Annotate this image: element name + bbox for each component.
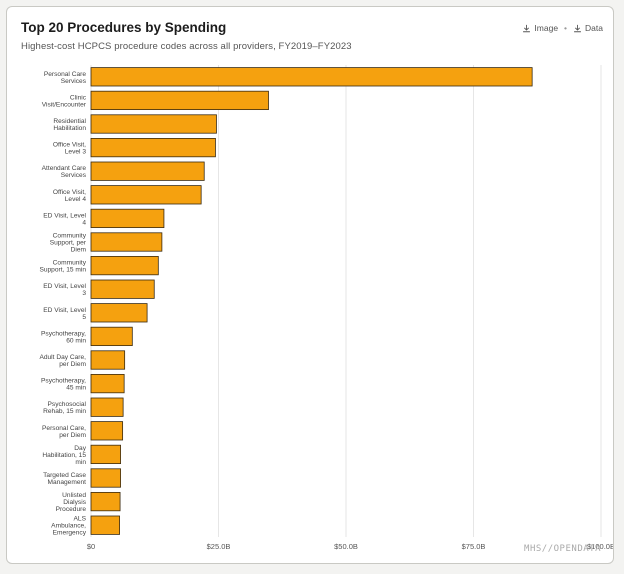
bar <box>90 90 269 111</box>
x-tick-label: $50.0B <box>334 542 358 551</box>
x-tick-label: $0 <box>87 542 95 551</box>
category-label: Office Visit, <box>53 189 86 196</box>
category-label: Clinic <box>70 94 87 101</box>
category-label: Level 4 <box>65 196 87 203</box>
brand-watermark: MHS//OPENDATA <box>524 544 601 554</box>
bar <box>90 326 133 347</box>
x-tick-label: $100.0B <box>587 542 613 551</box>
bar <box>90 232 163 252</box>
bar <box>90 397 124 417</box>
category-label: Ambulance, <box>51 523 86 530</box>
category-label: ALS <box>74 516 87 523</box>
category-label: Psychosocial <box>48 401 87 408</box>
bar-chart: $0 $25.0B $50.0B $75.0B $100.0B Personal Care… <box>39 65 613 551</box>
category-label: 60 min <box>66 337 86 344</box>
bar <box>90 137 216 158</box>
bar <box>90 303 148 323</box>
bar <box>90 255 159 276</box>
category-label: 5 <box>82 314 86 321</box>
bar <box>90 373 125 394</box>
download-data-button[interactable]: Data <box>573 23 603 33</box>
category-label: Adult Day Care, <box>39 354 86 361</box>
download-data-label: Data <box>585 23 603 33</box>
download-image-label: Image <box>534 23 559 33</box>
bar <box>90 208 165 229</box>
category-label: Attendant Care <box>42 165 87 172</box>
x-tick-label: $25.0B <box>207 542 231 551</box>
chart-actions: Image • Data <box>522 23 603 33</box>
bar <box>90 421 124 441</box>
category-label: 4 <box>82 219 86 226</box>
chart-title: Top 20 Procedures by Spending <box>21 20 227 35</box>
category-label: Services <box>61 78 87 85</box>
category-label: Residential <box>53 118 86 125</box>
category-label: Diem <box>71 247 87 254</box>
category-label: Psychotherapy, <box>41 378 86 385</box>
bar <box>90 515 120 535</box>
category-label: ED Visit, Level <box>43 283 86 290</box>
category-label: Dialysis <box>63 499 86 506</box>
chart-card: Top 20 Procedures by Spending Highest-co… <box>6 6 614 564</box>
category-label: Visit/Encounter <box>42 101 87 108</box>
download-icon <box>574 24 581 32</box>
bar <box>90 67 533 87</box>
download-image-button[interactable]: Image <box>522 23 558 33</box>
category-label: Habilitation, 15 <box>42 452 86 459</box>
x-tick-label: $75.0B <box>462 542 486 551</box>
bar <box>90 114 217 134</box>
bar <box>90 350 126 370</box>
category-label: Targeted Case <box>43 472 86 479</box>
category-label: Services <box>61 172 87 179</box>
bar <box>90 491 121 512</box>
category-label: Support, 15 min <box>39 267 86 274</box>
category-label: per Diem <box>59 432 86 439</box>
category-label: ED Visit, Level <box>43 212 86 219</box>
category-label: 45 min <box>66 385 86 392</box>
category-label: Community <box>53 260 87 267</box>
actions-separator: • <box>564 23 568 33</box>
category-label: Support, per <box>50 240 87 247</box>
chart-subtitle: Highest-cost HCPCS procedure codes acros… <box>21 41 352 52</box>
category-label: min <box>75 459 86 466</box>
bar <box>90 279 155 299</box>
category-label: Level 3 <box>65 149 87 156</box>
bar <box>90 468 121 488</box>
category-label: Community <box>53 233 87 240</box>
bar <box>90 185 202 205</box>
category-label: 3 <box>82 290 86 297</box>
category-label: Emergency <box>53 530 87 537</box>
category-label: Psychotherapy, <box>41 330 86 337</box>
category-label: Unlisted <box>62 492 86 499</box>
category-label: Office Visit, <box>53 142 86 149</box>
category-label: Management <box>48 479 87 486</box>
category-label: ED Visit, Level <box>43 307 86 314</box>
category-label: Procedure <box>56 506 87 513</box>
bar <box>90 444 121 465</box>
category-label: Rehab, 15 min <box>43 408 86 415</box>
bar <box>90 161 205 181</box>
category-label: Personal Care, <box>42 425 86 432</box>
category-label: per Diem <box>59 361 86 368</box>
category-label: Day <box>74 445 86 452</box>
category-label: Personal Care <box>44 71 86 78</box>
download-icon <box>523 24 531 32</box>
category-label: Habilitation <box>53 125 86 132</box>
